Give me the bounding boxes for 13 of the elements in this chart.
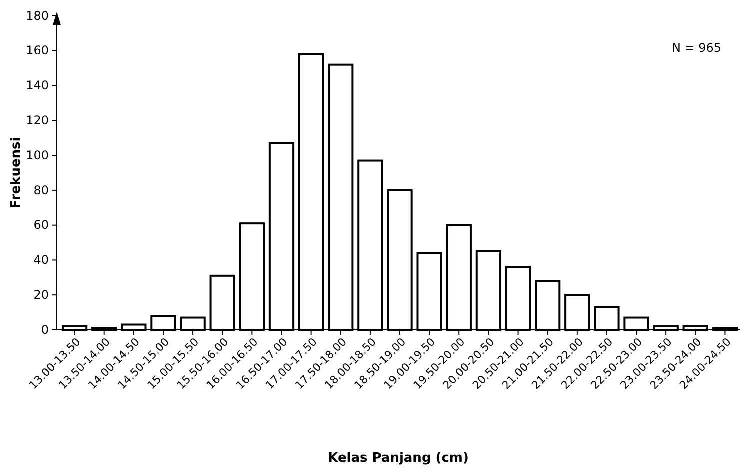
y-tick-label: 180: [26, 8, 49, 23]
y-axis-title: Frekuensi: [9, 137, 24, 209]
y-tick-label: 20: [34, 288, 49, 302]
y-tick-label: 100: [26, 148, 49, 162]
y-tick-label: 120: [26, 114, 49, 128]
y-tick-label: 0: [41, 322, 49, 337]
y-tick-label: 60: [34, 218, 49, 232]
y-tick-label: 40: [34, 253, 49, 268]
x-axis-title: Kelas Panjang (cm): [328, 451, 469, 466]
y-tick-label: 140: [26, 78, 49, 93]
y-tick-label: 80: [34, 183, 49, 198]
annotation: N = 965: [672, 41, 722, 55]
y-tick-label: 160: [26, 44, 49, 58]
